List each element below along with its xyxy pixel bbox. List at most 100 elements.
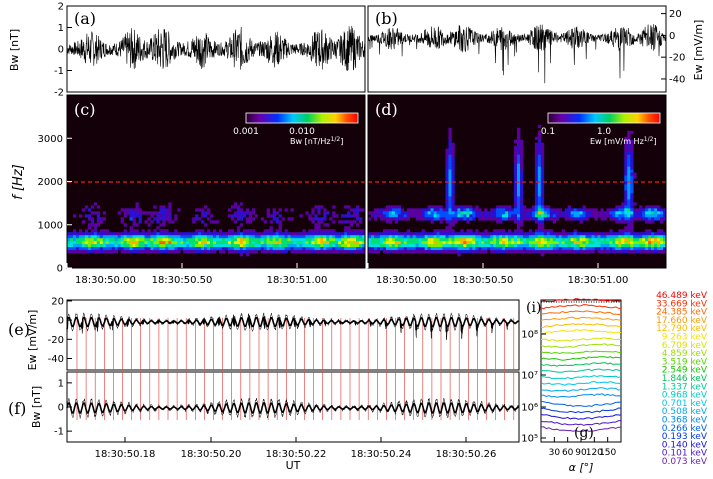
spectrogram-cell bbox=[627, 172, 631, 176]
spectrogram-cell bbox=[359, 217, 363, 221]
spectrogram-cell bbox=[391, 238, 396, 242]
spectrogram-cell bbox=[484, 244, 488, 248]
spectrogram-cell bbox=[415, 214, 419, 218]
spectrogram-cell bbox=[230, 232, 235, 236]
spectrogram-cell bbox=[320, 220, 324, 224]
spectrogram-cell bbox=[457, 211, 461, 215]
spectrogram-cell bbox=[621, 241, 625, 245]
spectrogram-cell bbox=[153, 247, 157, 251]
spectrogram-cell bbox=[239, 223, 244, 227]
spectrogram-cell bbox=[353, 211, 357, 215]
spectrogram-cell bbox=[248, 214, 253, 218]
spectrogram-cell bbox=[591, 250, 595, 254]
spectrogram-cell bbox=[451, 157, 455, 161]
spectrogram-cell bbox=[585, 235, 589, 239]
spectrogram-cell bbox=[430, 208, 434, 212]
spectrogram-cell bbox=[227, 244, 232, 248]
spectrogram-cell bbox=[457, 214, 461, 218]
spectrogram-cell bbox=[534, 190, 539, 194]
spectrogram-cell bbox=[540, 220, 545, 224]
spectrogram-cell bbox=[534, 193, 539, 197]
panel-a-yticks: 210-1-2 bbox=[54, 2, 72, 99]
spectrogram-cell bbox=[627, 226, 631, 230]
spectrogram-cell bbox=[606, 211, 610, 215]
spectrogram-cell bbox=[275, 217, 279, 221]
spectrogram-cell bbox=[168, 235, 172, 239]
spectrogram-cell bbox=[537, 247, 542, 251]
spectrogram-cell bbox=[627, 232, 631, 236]
spectrogram-cell bbox=[418, 217, 422, 221]
spectrogram-cell bbox=[329, 244, 333, 248]
spectrogram-cell bbox=[218, 247, 223, 251]
panel-c-xticks: 18:30:50.00 18:30:50.50 18:30:51.00 bbox=[66, 263, 327, 286]
spectrogram-cell bbox=[81, 250, 86, 254]
spectrogram-cell bbox=[454, 244, 458, 248]
spectrogram-cell bbox=[490, 235, 494, 239]
spectrogram-cell bbox=[168, 247, 172, 251]
spectrogram-cell bbox=[126, 208, 130, 212]
spectrogram-cell bbox=[514, 217, 518, 221]
spectrogram-cell bbox=[621, 217, 625, 221]
spectrogram-cell bbox=[460, 208, 464, 212]
spectrogram-cell bbox=[627, 175, 631, 179]
spectrogram-cell bbox=[645, 217, 649, 221]
spectrogram-cell bbox=[210, 232, 214, 236]
spectrogram-cell bbox=[454, 238, 458, 242]
spectrogram-cell bbox=[168, 244, 172, 248]
spectrogram-cell bbox=[427, 214, 431, 218]
spectrogram-cell bbox=[67, 241, 71, 245]
spectrogram-cell bbox=[382, 229, 387, 233]
spectrogram-cell bbox=[457, 253, 461, 257]
spectrogram-cell bbox=[338, 232, 342, 236]
spectrogram-cell bbox=[511, 211, 515, 215]
spectrogram-cell bbox=[123, 214, 127, 218]
spectrogram-cell bbox=[430, 214, 434, 218]
spectrogram-cell bbox=[576, 235, 580, 239]
spectrogram-cell bbox=[618, 241, 622, 245]
spectrogram-cell bbox=[660, 211, 664, 215]
spectrogram-cell bbox=[353, 241, 357, 245]
spectrogram-cell bbox=[651, 238, 655, 242]
spectrogram-cell bbox=[162, 229, 166, 233]
spectrogram-cell bbox=[537, 223, 542, 227]
spectrogram-cell bbox=[189, 232, 193, 236]
spectrogram-cell bbox=[478, 214, 482, 218]
spectrogram-cell bbox=[299, 238, 303, 242]
spectrogram-cell bbox=[138, 244, 142, 248]
spectrogram-cell bbox=[156, 214, 160, 218]
spectrogram-cell bbox=[633, 172, 637, 176]
spectrogram-cell bbox=[406, 214, 411, 218]
spectrogram-cell bbox=[144, 247, 148, 251]
spectrogram-cell bbox=[165, 247, 169, 251]
spectrogram-cell bbox=[168, 241, 172, 245]
xtick-label: 18:30:50.50 bbox=[152, 275, 213, 286]
spectrogram-cell bbox=[373, 232, 378, 236]
spectrogram-cell bbox=[546, 241, 551, 245]
pitch-angle-curve bbox=[540, 350, 622, 355]
spectrogram-cell bbox=[570, 244, 574, 248]
spectrogram-cell bbox=[540, 151, 545, 155]
spectrogram-cell bbox=[332, 229, 336, 233]
spectrogram-cell bbox=[594, 247, 598, 251]
spectrogram-cell bbox=[549, 238, 554, 242]
spectrogram-cell bbox=[111, 232, 115, 236]
spectrogram-cell bbox=[269, 244, 273, 248]
spectrogram-cell bbox=[463, 205, 467, 209]
spectrogram-cell bbox=[156, 235, 160, 239]
spectrogram-cell bbox=[502, 241, 506, 245]
spectrogram-cell bbox=[326, 211, 330, 215]
spectrogram-cell bbox=[537, 235, 542, 239]
ytick-label: -2 bbox=[54, 88, 64, 99]
spectrogram-cell bbox=[448, 220, 452, 224]
spectrogram-cell bbox=[499, 229, 503, 233]
spectrogram-cell bbox=[314, 238, 318, 242]
spectrogram-cell bbox=[421, 214, 425, 218]
spectrogram-cell bbox=[445, 166, 449, 170]
spectrogram-cell bbox=[585, 250, 589, 254]
spectrogram-cell bbox=[436, 205, 440, 209]
spectrogram-cell bbox=[519, 211, 524, 215]
spectrogram-cell bbox=[296, 244, 300, 248]
spectrogram-cell bbox=[579, 211, 583, 215]
spectrogram-cell bbox=[132, 235, 136, 239]
spectrogram-cell bbox=[117, 241, 121, 245]
